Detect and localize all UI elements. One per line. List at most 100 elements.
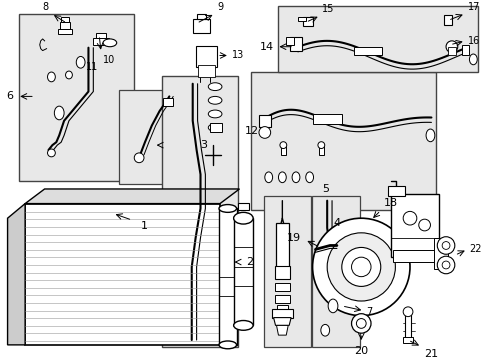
Bar (93, 38, 109, 45)
Bar (433, 238, 447, 269)
Bar (163, 98, 173, 106)
Bar (61, 17, 69, 22)
Ellipse shape (76, 57, 85, 68)
Ellipse shape (305, 172, 313, 183)
Ellipse shape (219, 341, 236, 349)
Circle shape (317, 142, 324, 149)
Bar (196, 14, 206, 19)
Bar (271, 309, 292, 318)
Ellipse shape (233, 320, 253, 330)
Bar (195, 46, 217, 67)
Bar (281, 146, 285, 155)
Ellipse shape (47, 72, 55, 82)
Bar (354, 47, 381, 54)
Ellipse shape (54, 106, 64, 120)
Text: 18: 18 (383, 198, 397, 208)
Bar (297, 17, 305, 21)
Text: 17: 17 (467, 2, 479, 12)
Circle shape (356, 319, 366, 328)
Ellipse shape (320, 324, 329, 336)
Polygon shape (276, 325, 287, 335)
Ellipse shape (264, 172, 272, 183)
Polygon shape (25, 189, 239, 204)
Text: 10: 10 (103, 54, 115, 64)
Bar (25, 204, 220, 345)
Ellipse shape (208, 96, 222, 104)
Bar (259, 115, 270, 127)
Circle shape (312, 218, 409, 316)
Text: 3: 3 (200, 140, 207, 150)
Text: 7: 7 (366, 307, 372, 317)
Bar (237, 203, 249, 210)
Ellipse shape (65, 71, 72, 79)
Ellipse shape (233, 212, 253, 224)
Bar (19, 14, 134, 181)
Circle shape (351, 257, 370, 277)
Bar (197, 65, 215, 77)
Text: 4: 4 (333, 218, 340, 228)
Circle shape (445, 41, 457, 53)
Ellipse shape (327, 299, 337, 313)
Bar (393, 250, 435, 262)
Bar (461, 45, 468, 54)
Bar (233, 218, 253, 325)
Circle shape (279, 142, 286, 149)
Bar (161, 76, 237, 347)
Bar (274, 266, 289, 279)
Bar (119, 90, 198, 184)
Ellipse shape (291, 172, 299, 183)
Text: 13: 13 (231, 50, 244, 60)
Circle shape (47, 149, 55, 157)
Text: 5: 5 (322, 184, 328, 194)
Circle shape (341, 247, 380, 287)
Text: 14: 14 (259, 42, 273, 52)
Bar (274, 295, 289, 303)
Bar (443, 14, 451, 25)
Text: 1: 1 (141, 221, 148, 231)
Bar (274, 283, 289, 291)
Bar (219, 208, 236, 345)
Text: 20: 20 (353, 346, 367, 356)
Polygon shape (7, 204, 25, 345)
Bar (402, 337, 412, 343)
Bar (447, 47, 455, 54)
Ellipse shape (103, 39, 117, 47)
Bar (210, 123, 222, 132)
Bar (58, 29, 72, 34)
Circle shape (436, 256, 454, 274)
Bar (302, 17, 312, 26)
Circle shape (134, 153, 143, 163)
Bar (387, 186, 404, 196)
Bar (192, 19, 210, 33)
Text: 22: 22 (468, 244, 481, 255)
Ellipse shape (208, 83, 222, 91)
Polygon shape (273, 318, 290, 325)
Ellipse shape (208, 110, 222, 118)
Circle shape (418, 219, 429, 231)
Ellipse shape (425, 129, 434, 142)
Circle shape (326, 233, 395, 301)
Bar (278, 6, 477, 72)
Circle shape (259, 127, 270, 138)
Circle shape (441, 261, 449, 269)
Text: 21: 21 (423, 349, 437, 359)
Bar (96, 33, 106, 38)
Text: 16: 16 (467, 36, 479, 46)
Bar (390, 194, 438, 257)
Bar (264, 196, 310, 347)
Ellipse shape (468, 54, 476, 65)
Text: 15: 15 (322, 4, 334, 14)
Circle shape (402, 307, 412, 316)
Ellipse shape (278, 172, 285, 183)
Bar (251, 72, 435, 210)
Bar (312, 114, 341, 124)
Circle shape (436, 237, 454, 254)
Text: 8: 8 (42, 2, 48, 12)
Text: 12: 12 (244, 126, 258, 135)
Bar (311, 196, 360, 347)
Text: 19: 19 (286, 233, 300, 243)
Bar (289, 37, 301, 51)
Bar (285, 37, 293, 45)
Circle shape (441, 242, 449, 249)
Bar (275, 223, 288, 267)
